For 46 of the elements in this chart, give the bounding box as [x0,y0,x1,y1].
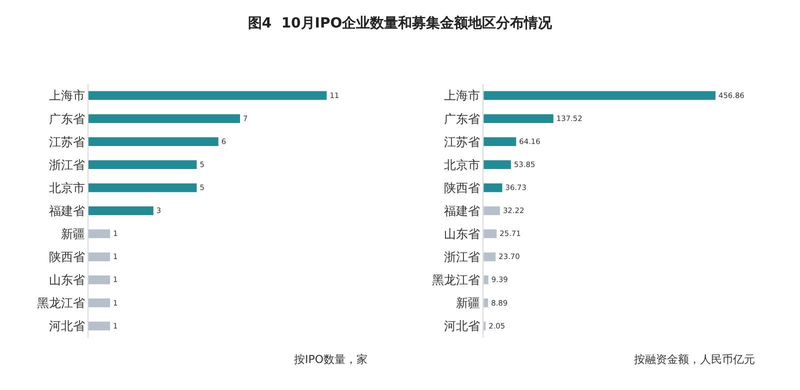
y-tick-label: 山东省 [49,273,85,288]
y-tick-label: 黑龙江省 [432,273,480,288]
y-tick-label: 山东省 [444,227,480,241]
y-tick-label: 福建省 [49,204,85,218]
bar [88,298,110,308]
bar [484,114,554,123]
y-tick-label: 新疆 [456,296,480,310]
y-tick-label: 浙江省 [49,158,85,172]
bar [484,298,488,308]
text: 按IPO数量，家 [294,353,368,366]
y-tick-label: 黑龙江省 [37,296,85,310]
bar [88,322,110,330]
bar [88,183,197,192]
y-tick-label: 河北省 [444,319,480,334]
y-tick-label: 新疆 [61,227,85,241]
bar [484,160,511,170]
y-tick-label: 浙江省 [444,250,480,264]
bar [484,183,502,192]
y-tick-label: 陕西省 [49,250,85,264]
y-tick-label: 广东省 [49,112,85,126]
bar [88,206,154,216]
y-tick-label: 广东省 [444,112,480,126]
y-tick-label: 河北省 [49,319,85,334]
y-tick-label: 江苏省 [444,134,480,149]
bar [88,91,327,100]
text: 按融资金额，人民币亿元 [634,353,755,366]
y-tick-label: 上海市 [444,88,480,103]
bar [88,229,110,238]
bar [484,206,500,216]
y-tick-label: 陕西省 [444,180,480,195]
bar [88,276,110,284]
bar [88,137,218,146]
y-tick-label: 北京市 [444,158,480,172]
y-tick-label: 福建省 [444,204,480,218]
y-tick-label: 北京市 [49,180,85,195]
y-tick-label: 上海市 [49,88,85,103]
bar [88,114,240,123]
bar [484,276,488,284]
bar [88,252,110,262]
bar [484,91,716,100]
bar [484,137,516,146]
bar [88,160,197,170]
bar [484,229,497,238]
bar [484,252,496,262]
text: 图4 10月IPO企业数量和募集金额地区分布情况 [248,14,554,32]
y-tick-label: 江苏省 [49,134,85,149]
